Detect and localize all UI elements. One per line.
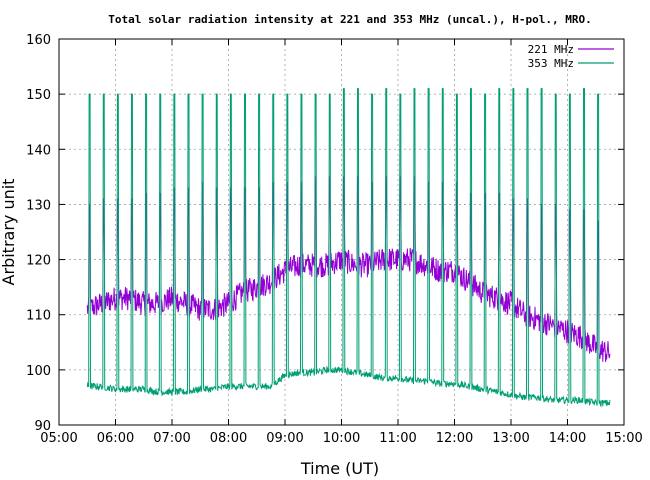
- series-221-line: [86, 176, 611, 363]
- y-axis-label: Arbitrary unit: [0, 179, 18, 286]
- x-tick-label: 11:00: [379, 431, 416, 446]
- x-tick-label: 06:00: [97, 431, 134, 446]
- x-tick-label: 13:00: [492, 431, 529, 446]
- y-tick-label: 110: [26, 309, 51, 324]
- y-tick-label: 160: [26, 33, 51, 48]
- x-tick-label: 08:00: [210, 431, 247, 446]
- y-tick-label: 130: [26, 198, 51, 213]
- x-tick-label: 10:00: [323, 431, 360, 446]
- y-tick-label: 140: [26, 143, 51, 158]
- chart-title: Total solar radiation intensity at 221 a…: [108, 13, 591, 26]
- x-tick-label: 05:00: [40, 431, 77, 446]
- series-layer: [86, 88, 611, 408]
- x-tick-label: 12:00: [436, 431, 473, 446]
- axis-ticks: 05:00 06:00 07:00 08:00 09:00 10:00 11:00 12:00…: [26, 33, 643, 446]
- legend-label-353: 353 MHz: [528, 57, 574, 70]
- x-tick-label: 15:00: [605, 431, 642, 446]
- x-tick-label: 14:00: [549, 431, 586, 446]
- legend-label-221: 221 MHz: [528, 43, 574, 56]
- y-tick-label: 150: [26, 88, 51, 103]
- x-tick-label: 07:00: [153, 431, 190, 446]
- y-tick-label: 90: [34, 419, 51, 434]
- y-tick-label: 120: [26, 254, 51, 269]
- series-353-line: [86, 88, 611, 408]
- x-axis-label: Time (UT): [300, 459, 379, 478]
- x-tick-label: 09:00: [266, 431, 303, 446]
- y-tick-label: 100: [26, 364, 51, 379]
- legend: 221 MHz 353 MHz: [528, 43, 614, 70]
